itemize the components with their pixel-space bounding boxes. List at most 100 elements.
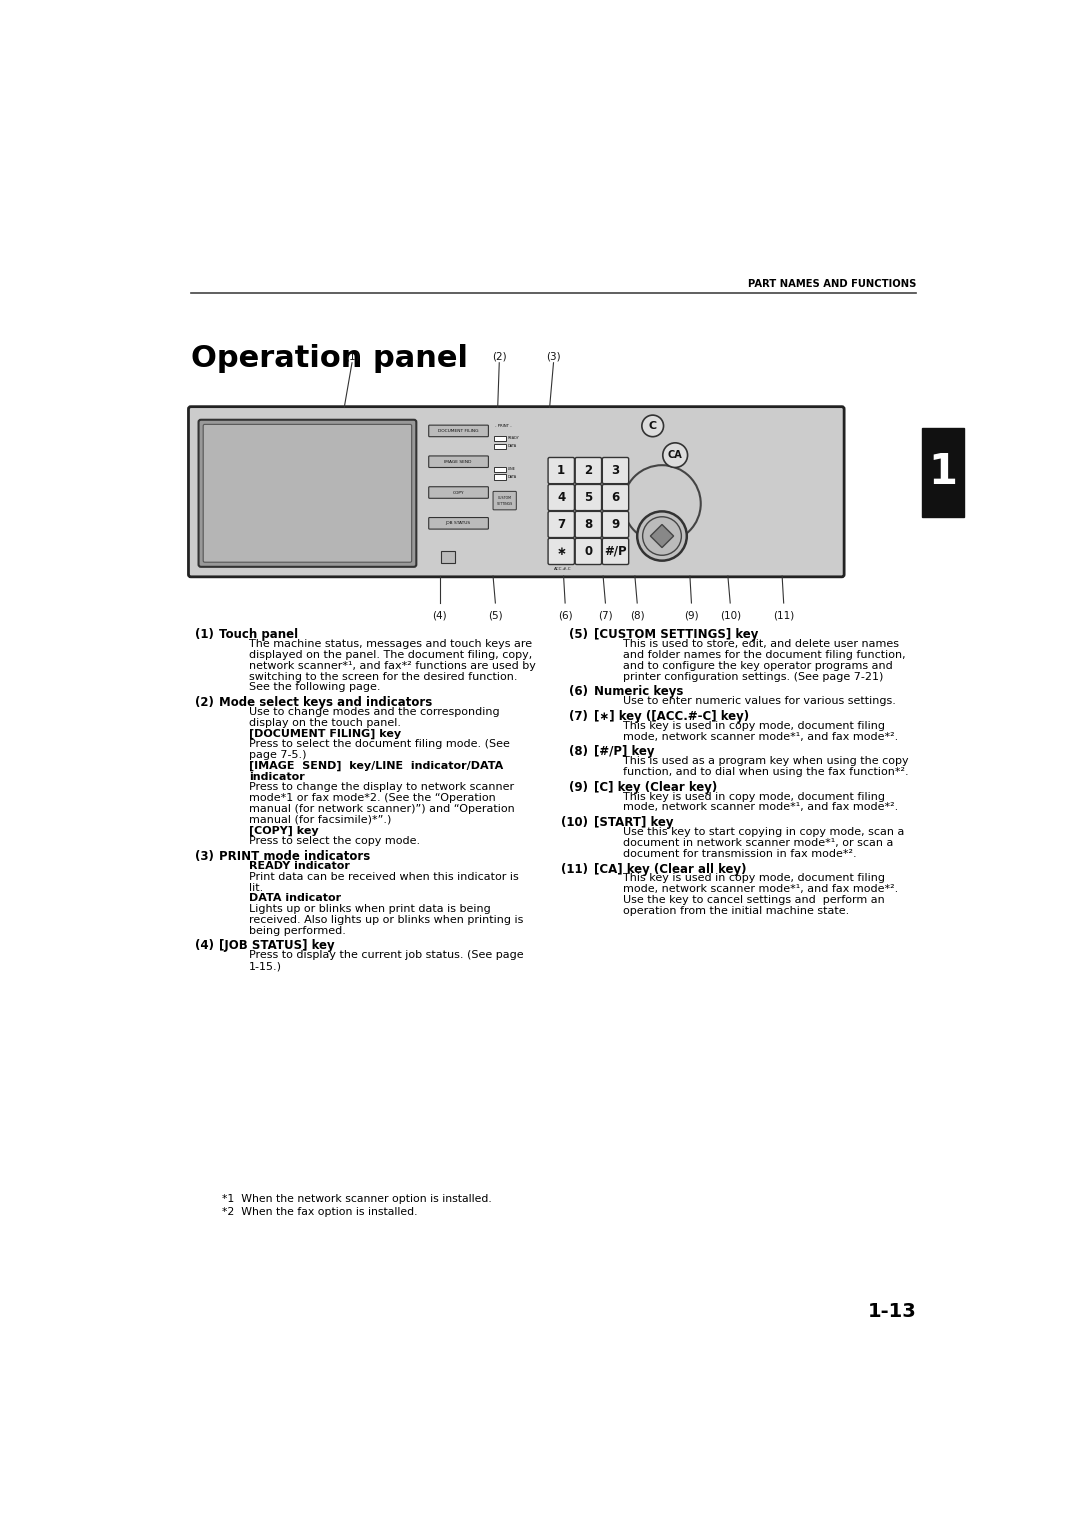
FancyBboxPatch shape bbox=[603, 538, 629, 564]
Circle shape bbox=[642, 416, 663, 437]
Text: DATA: DATA bbox=[508, 445, 517, 448]
Text: Lights up or blinks when print data is being: Lights up or blinks when print data is b… bbox=[248, 905, 490, 914]
Text: (5): (5) bbox=[569, 628, 589, 642]
Text: (8): (8) bbox=[569, 746, 589, 758]
Text: [DOCUMENT FILING] key: [DOCUMENT FILING] key bbox=[248, 729, 401, 738]
Text: JOB STATUS: JOB STATUS bbox=[446, 521, 471, 526]
Circle shape bbox=[663, 443, 688, 468]
Bar bbox=[494, 435, 507, 442]
Text: mode*1 or fax mode*2. (See the “Operation: mode*1 or fax mode*2. (See the “Operatio… bbox=[248, 793, 496, 804]
Text: received. Also lights up or blinks when printing is: received. Also lights up or blinks when … bbox=[248, 915, 524, 924]
Text: 2: 2 bbox=[584, 465, 593, 477]
FancyBboxPatch shape bbox=[548, 457, 575, 484]
Text: Press to change the display to network scanner: Press to change the display to network s… bbox=[248, 782, 514, 793]
Text: Use this key to start copying in copy mode, scan a: Use this key to start copying in copy mo… bbox=[623, 827, 905, 837]
Text: (3): (3) bbox=[546, 351, 561, 361]
Text: Print data can be received when this indicator is: Print data can be received when this ind… bbox=[248, 872, 518, 882]
Text: See the following page.: See the following page. bbox=[248, 683, 380, 692]
Text: 1: 1 bbox=[557, 465, 565, 477]
FancyBboxPatch shape bbox=[576, 484, 602, 510]
Text: (11): (11) bbox=[773, 611, 794, 620]
FancyBboxPatch shape bbox=[429, 518, 488, 529]
Text: function, and to dial when using the fax function*².: function, and to dial when using the fax… bbox=[623, 767, 909, 778]
Text: SETTINGS: SETTINGS bbox=[497, 503, 513, 506]
Text: PRINT mode indicators: PRINT mode indicators bbox=[219, 850, 370, 863]
Text: manual (for network scanner)”) and “Operation: manual (for network scanner)”) and “Oper… bbox=[248, 804, 515, 814]
Text: *1  When the network scanner option is installed.: *1 When the network scanner option is in… bbox=[221, 1195, 491, 1204]
Text: [#/P] key: [#/P] key bbox=[594, 746, 654, 758]
Text: mode, network scanner mode*¹, and fax mode*².: mode, network scanner mode*¹, and fax mo… bbox=[623, 802, 899, 813]
FancyBboxPatch shape bbox=[576, 538, 602, 564]
Circle shape bbox=[643, 516, 681, 555]
Text: Numeric keys: Numeric keys bbox=[594, 686, 684, 698]
Text: DATA: DATA bbox=[508, 475, 517, 478]
Text: mode, network scanner mode*¹, and fax mode*².: mode, network scanner mode*¹, and fax mo… bbox=[623, 885, 899, 894]
Text: document in network scanner mode*¹, or scan a: document in network scanner mode*¹, or s… bbox=[623, 837, 893, 848]
Text: (3): (3) bbox=[195, 850, 214, 863]
Text: Use to enter numeric values for various settings.: Use to enter numeric values for various … bbox=[623, 697, 896, 706]
Text: 9: 9 bbox=[611, 518, 620, 530]
Text: [CA] key (Clear all key): [CA] key (Clear all key) bbox=[594, 862, 746, 876]
FancyBboxPatch shape bbox=[429, 455, 488, 468]
Text: (6): (6) bbox=[557, 611, 572, 620]
FancyBboxPatch shape bbox=[494, 492, 516, 510]
Text: Mode select keys and indicators: Mode select keys and indicators bbox=[219, 697, 433, 709]
Text: (10): (10) bbox=[562, 816, 589, 830]
Text: [JOB STATUS] key: [JOB STATUS] key bbox=[219, 940, 335, 952]
Text: #/P: #/P bbox=[604, 545, 626, 558]
Text: mode, network scanner mode*¹, and fax mode*².: mode, network scanner mode*¹, and fax mo… bbox=[623, 732, 899, 741]
Text: display on the touch panel.: display on the touch panel. bbox=[248, 718, 401, 727]
Text: Touch panel: Touch panel bbox=[219, 628, 298, 642]
Text: (9): (9) bbox=[684, 611, 699, 620]
Text: CUSTOM: CUSTOM bbox=[498, 497, 512, 500]
Text: The machine status, messages and touch keys are: The machine status, messages and touch k… bbox=[248, 639, 532, 649]
Text: displayed on the panel. The document filing, copy,: displayed on the panel. The document fil… bbox=[248, 649, 532, 660]
Text: Press to select the document filing mode. (See: Press to select the document filing mode… bbox=[248, 740, 510, 749]
FancyBboxPatch shape bbox=[548, 512, 575, 538]
Text: Use to change modes and the corresponding: Use to change modes and the correspondin… bbox=[248, 707, 500, 717]
Text: (9): (9) bbox=[569, 781, 589, 795]
Text: Use the key to cancel settings and  perform an: Use the key to cancel settings and perfo… bbox=[623, 895, 885, 905]
Text: [IMAGE  SEND]  key/LINE  indicator/DATA: [IMAGE SEND] key/LINE indicator/DATA bbox=[248, 761, 503, 772]
FancyBboxPatch shape bbox=[189, 406, 845, 578]
Text: PART NAMES AND FUNCTIONS: PART NAMES AND FUNCTIONS bbox=[747, 278, 916, 289]
Text: (5): (5) bbox=[488, 611, 502, 620]
Bar bbox=[921, 428, 964, 516]
Text: lit.: lit. bbox=[248, 883, 264, 892]
Text: [C] key (Clear key): [C] key (Clear key) bbox=[594, 781, 717, 795]
Text: (11): (11) bbox=[562, 862, 589, 876]
Text: (4): (4) bbox=[195, 940, 214, 952]
Text: C: C bbox=[649, 420, 657, 431]
Text: This is used to store, edit, and delete user names: This is used to store, edit, and delete … bbox=[623, 639, 900, 649]
Circle shape bbox=[637, 512, 687, 561]
Text: - PRINT -: - PRINT - bbox=[495, 425, 512, 428]
Text: 6: 6 bbox=[611, 490, 620, 504]
Text: [∗] key ([ACC.#-C] key): [∗] key ([ACC.#-C] key) bbox=[594, 711, 748, 723]
Text: 1: 1 bbox=[929, 451, 958, 494]
Text: 4: 4 bbox=[557, 490, 565, 504]
FancyBboxPatch shape bbox=[203, 425, 411, 562]
Text: (2): (2) bbox=[195, 697, 214, 709]
Text: DOCUMENT FILING: DOCUMENT FILING bbox=[437, 429, 478, 432]
Text: [CUSTOM SETTINGS] key: [CUSTOM SETTINGS] key bbox=[594, 628, 758, 642]
Text: 3: 3 bbox=[611, 465, 620, 477]
Text: READY: READY bbox=[508, 435, 519, 440]
Text: (1): (1) bbox=[345, 351, 360, 361]
Text: This is used as a program key when using the copy: This is used as a program key when using… bbox=[623, 756, 909, 766]
Text: READY indicator: READY indicator bbox=[248, 860, 350, 871]
Text: Operation panel: Operation panel bbox=[191, 344, 468, 373]
Text: This key is used in copy mode, document filing: This key is used in copy mode, document … bbox=[623, 721, 886, 730]
Text: and to configure the key operator programs and: and to configure the key operator progra… bbox=[623, 660, 893, 671]
Polygon shape bbox=[650, 524, 674, 547]
Text: being performed.: being performed. bbox=[248, 926, 346, 935]
Text: ACC.#-C: ACC.#-C bbox=[554, 567, 571, 571]
Text: 0: 0 bbox=[584, 545, 593, 558]
Text: (2): (2) bbox=[491, 351, 507, 361]
Text: and folder names for the document filing function,: and folder names for the document filing… bbox=[623, 649, 906, 660]
FancyBboxPatch shape bbox=[603, 484, 629, 510]
Text: 8: 8 bbox=[584, 518, 593, 530]
FancyBboxPatch shape bbox=[429, 487, 488, 498]
Bar bbox=[494, 474, 507, 480]
FancyBboxPatch shape bbox=[576, 457, 602, 484]
Text: This key is used in copy mode, document filing: This key is used in copy mode, document … bbox=[623, 874, 886, 883]
